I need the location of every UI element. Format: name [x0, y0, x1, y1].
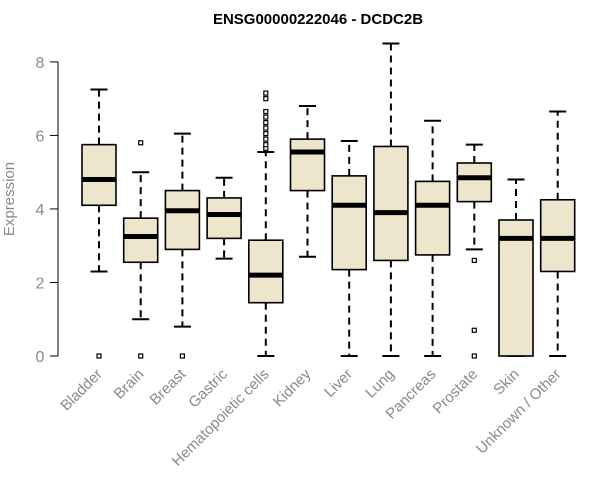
chart-title: ENSG00000222046 - DCDC2B — [213, 11, 423, 28]
box-prostate — [456, 143, 493, 359]
box-hematopoietic-cells — [248, 90, 284, 357]
box-series — [81, 42, 576, 359]
box-iqr — [289, 138, 326, 192]
box-breast — [164, 132, 201, 359]
y-axis-label: Expression — [1, 162, 18, 236]
x-category-label: Skin — [490, 366, 523, 399]
outlier-point — [179, 353, 185, 359]
box-iqr — [456, 162, 493, 203]
box-iqr — [539, 198, 576, 273]
box-skin — [498, 178, 534, 357]
outlier-point — [263, 142, 269, 148]
x-category-label: Prostate — [430, 366, 482, 418]
box-pancreas — [414, 119, 451, 357]
box-iqr — [498, 219, 534, 357]
box-lung — [373, 42, 409, 357]
y-tick-label: 8 — [36, 55, 45, 72]
x-category-label: Brain — [111, 366, 148, 403]
y-tick-label: 0 — [36, 349, 45, 366]
y-axis: 0 2 4 6 8 — [36, 55, 59, 366]
box-gastric — [206, 176, 242, 260]
box-bladder — [81, 88, 117, 359]
outlier-point — [471, 353, 477, 359]
box-iqr — [248, 239, 284, 304]
box-liver — [331, 139, 368, 357]
box-iqr — [164, 189, 201, 251]
outlier-point — [263, 108, 269, 115]
box-iqr — [373, 145, 409, 262]
box-kidney — [289, 105, 326, 258]
outlier-point — [263, 131, 269, 137]
outlier-point — [138, 140, 144, 146]
box-iqr — [331, 175, 368, 271]
outlier-point — [263, 96, 269, 102]
x-category-label: Breast — [147, 365, 190, 408]
box-iqr — [122, 217, 159, 264]
box-unknown-other — [539, 110, 576, 357]
outlier-point — [263, 136, 269, 142]
outlier-point — [138, 353, 144, 359]
box-iqr — [206, 197, 242, 240]
outlier-point — [263, 125, 269, 131]
box-iqr — [81, 143, 117, 207]
x-category-label: Bladder — [57, 366, 106, 415]
outlier-point — [471, 327, 477, 333]
x-category-label: Lung — [362, 366, 398, 402]
outlier-point — [263, 119, 269, 126]
outlier-point — [471, 257, 477, 264]
y-tick-label: 2 — [36, 275, 45, 292]
x-category-label: Liver — [321, 366, 356, 401]
outlier-point — [263, 90, 269, 96]
y-tick-label: 4 — [36, 202, 45, 219]
x-category-label: Kidney — [270, 365, 315, 410]
outlier-point — [96, 353, 102, 359]
box-brain — [122, 140, 159, 359]
y-tick-label: 6 — [36, 128, 45, 145]
box-iqr — [414, 180, 451, 256]
outlier-point — [263, 114, 269, 120]
